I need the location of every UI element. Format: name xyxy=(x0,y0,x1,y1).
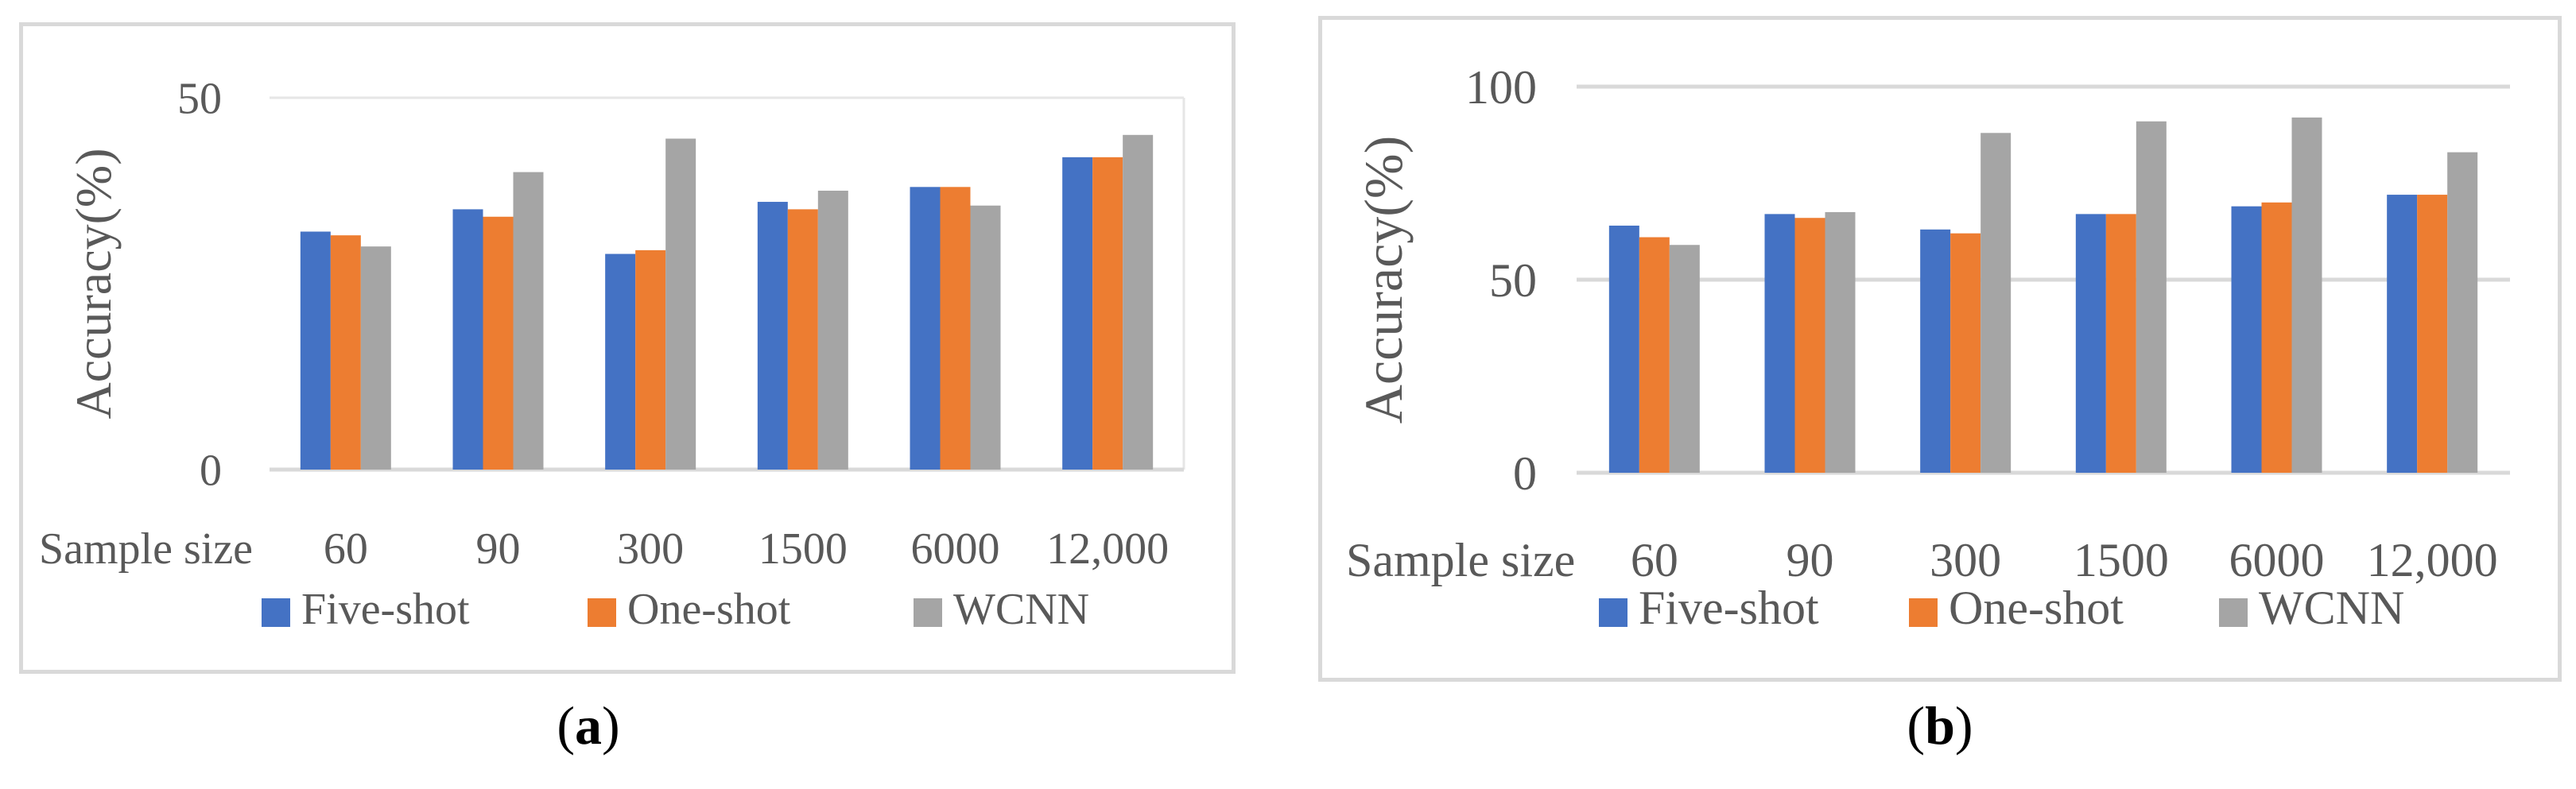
chart-a-ytick-label-0: 0 xyxy=(200,447,222,496)
chart-a-bar-wcnn-2 xyxy=(665,138,696,470)
chart-a-bar-wcnn-4 xyxy=(970,205,1001,470)
chart-b-legend-label-0: Five-shot xyxy=(1639,582,1819,634)
chart-a-bar-five-shot-5 xyxy=(1062,157,1093,470)
chart-a-svg: 0 50 Accuracy(%) 60 90 300 1500 6000 12,000 Sampl… xyxy=(39,75,1185,634)
chart-b-bar-wcnn-1 xyxy=(1825,211,1856,473)
chart-b-bar-five-shot-3 xyxy=(2075,214,2106,473)
chart-b-category-label-5: 12,000 xyxy=(2367,534,2498,586)
chart-a-bar-wcnn-3 xyxy=(817,191,848,470)
chart-a-bar-five-shot-0 xyxy=(300,231,331,470)
chart-b-category-label-1: 90 xyxy=(1787,534,1834,586)
chart-b-svg: 0 50 100 Accuracy(%) 60 90 300 1500 6000 12,000 Sa… xyxy=(1346,61,2510,634)
chart-a-legend-swatch-2 xyxy=(914,598,942,627)
chart-a-bar-wcnn-0 xyxy=(360,246,391,470)
chart-b-bar-five-shot-2 xyxy=(1920,229,1951,473)
chart-a-bar-one-shot-0 xyxy=(330,235,361,470)
chart-b-ytick-label-1: 50 xyxy=(1489,254,1537,307)
chart-a-bar-wcnn-5 xyxy=(1123,134,1154,470)
chart-b-y-axis-label: Accuracy(%) xyxy=(1353,136,1414,424)
chart-b-category-label-4: 6000 xyxy=(2229,534,2325,586)
chart-b-bar-wcnn-4 xyxy=(2291,117,2322,473)
chart-a-legend-swatch-0 xyxy=(262,598,290,627)
chart-b-legend-label-2: WCNN xyxy=(2259,582,2404,634)
chart-a-category-label-0: 60 xyxy=(324,524,368,574)
chart-b-bar-five-shot-4 xyxy=(2231,206,2262,473)
chart-panel-b: 0 50 100 Accuracy(%) 60 90 300 1500 6000 12,000 Sa… xyxy=(1318,16,2562,682)
chart-b-x-axis-label: Sample size xyxy=(1346,534,1575,586)
chart-a-category-label-5: 12,000 xyxy=(1046,524,1169,574)
chart-b-legend-label-1: One-shot xyxy=(1949,582,2124,634)
chart-b-bar-five-shot-5 xyxy=(2387,195,2418,473)
chart-a-x-axis-label: Sample size xyxy=(39,524,253,574)
chart-b-legend-swatch-0 xyxy=(1599,598,1627,627)
chart-a-legend-label-1: One-shot xyxy=(627,585,791,634)
chart-b-bar-one-shot-0 xyxy=(1639,237,1670,473)
chart-b-bar-five-shot-0 xyxy=(1608,225,1639,473)
chart-b-category-label-0: 60 xyxy=(1631,534,1678,586)
chart-a-bar-one-shot-2 xyxy=(635,249,666,470)
chart-b-category-label-3: 1500 xyxy=(2074,534,2169,586)
chart-a-bar-wcnn-1 xyxy=(513,172,544,470)
chart-b-bar-wcnn-2 xyxy=(1980,133,2012,473)
chart-b-legend-swatch-2 xyxy=(2219,598,2248,627)
chart-b-bar-one-shot-2 xyxy=(1950,233,1981,473)
chart-a-y-axis-label: Accuracy(%) xyxy=(65,148,122,419)
chart-a-bar-one-shot-3 xyxy=(787,209,818,470)
chart-a-bar-one-shot-1 xyxy=(483,216,514,470)
chart-a-legend-label-2: WCNN xyxy=(953,585,1089,634)
chart-a-ytick-label-1: 50 xyxy=(177,75,222,124)
chart-a-category-label-1: 90 xyxy=(476,524,521,574)
chart-a-category-label-4: 6000 xyxy=(911,524,1000,574)
chart-b-legend-swatch-1 xyxy=(1909,598,1938,627)
chart-b-bar-one-shot-4 xyxy=(2261,202,2292,474)
chart-a-bar-five-shot-1 xyxy=(452,209,483,470)
chart-a-bar-one-shot-4 xyxy=(940,187,971,470)
chart-a-legend-label-0: Five-shot xyxy=(301,585,470,634)
chart-b-bar-five-shot-1 xyxy=(1764,214,1795,473)
chart-a-category-label-3: 1500 xyxy=(758,524,848,574)
chart-a-legend-swatch-1 xyxy=(588,598,616,627)
chart-a-bar-five-shot-2 xyxy=(605,253,636,470)
chart-b-bar-one-shot-3 xyxy=(2105,214,2136,473)
chart-a-bar-one-shot-5 xyxy=(1092,157,1123,470)
chart-b-bar-wcnn-3 xyxy=(2136,121,2167,473)
chart-a-bar-five-shot-4 xyxy=(910,187,941,470)
chart-b-bar-wcnn-0 xyxy=(1669,245,1700,473)
chart-panel-a: 0 50 Accuracy(%) 60 90 300 1500 6000 12,000 Sampl… xyxy=(19,22,1236,674)
chart-b-bar-one-shot-5 xyxy=(2417,195,2448,473)
chart-b-ytick-label-2: 100 xyxy=(1465,61,1537,114)
chart-b-bar-wcnn-5 xyxy=(2447,152,2478,473)
chart-a-bar-five-shot-3 xyxy=(757,202,788,470)
caption-a: (a) xyxy=(557,695,620,756)
chart-b-category-label-2: 300 xyxy=(1930,534,2001,586)
caption-b: (b) xyxy=(1907,695,1973,756)
chart-b-ytick-label-0: 0 xyxy=(1513,447,1537,500)
chart-a-category-label-2: 300 xyxy=(617,524,684,574)
chart-b-bar-one-shot-1 xyxy=(1794,218,1825,473)
